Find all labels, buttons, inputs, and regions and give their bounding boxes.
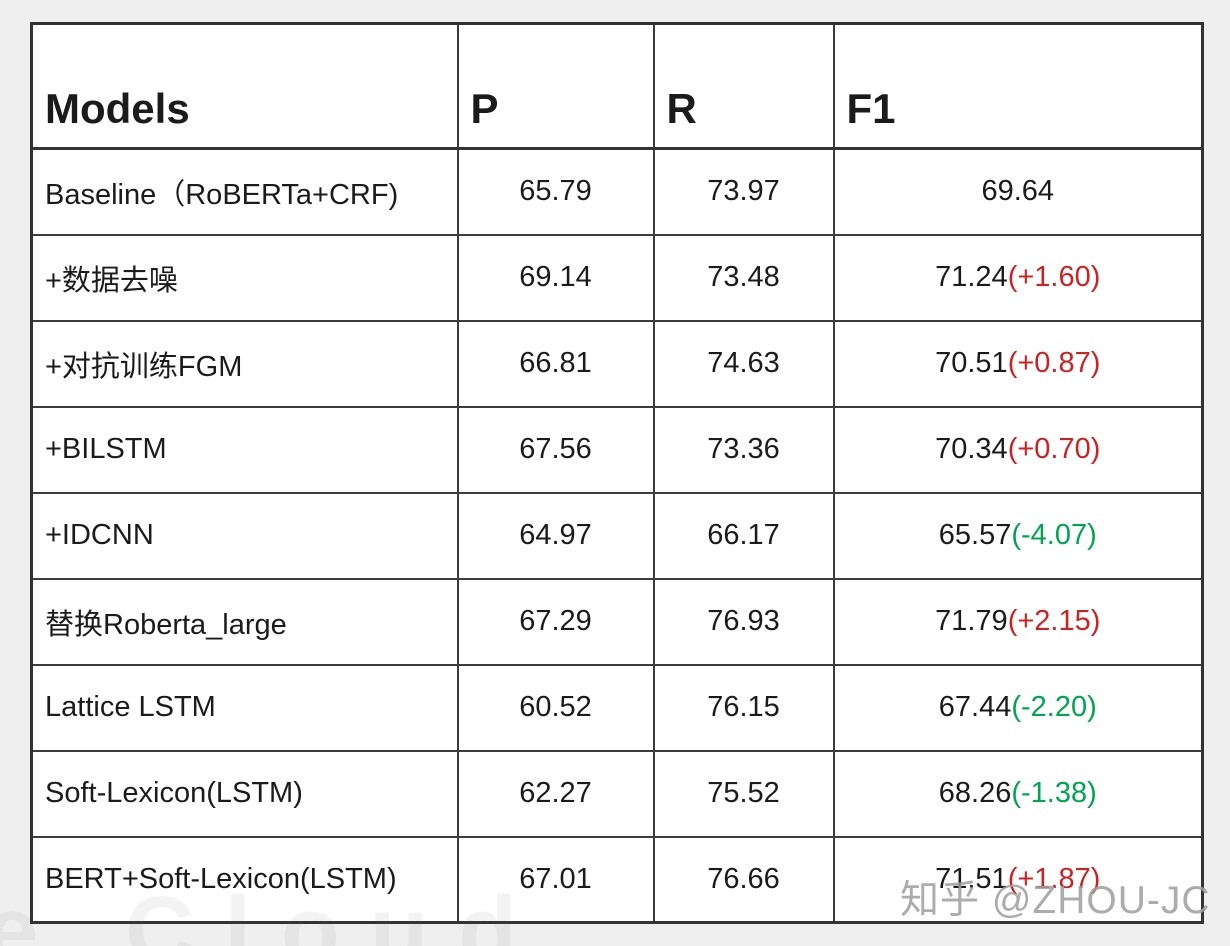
f1-cell: 71.24(+1.60) (832, 233, 1204, 322)
f1-value: 71.79 (935, 605, 1008, 637)
f1-value: 67.44 (938, 691, 1012, 723)
r-cell: 76.15 (652, 663, 835, 752)
f1-value: 68.26 (938, 777, 1012, 809)
table-row: +对抗训练FGM 66.81 74.63 70.51(+0.87) (30, 319, 1204, 408)
table-row: +IDCNN 64.97 66.17 65.57(-4.07) (30, 491, 1204, 580)
f1-delta: (+0.70) (1007, 433, 1101, 465)
model-cell: +数据去噪 (30, 233, 459, 322)
model-cell: 替换Roberta_large (30, 577, 459, 666)
model-cell: BERT+Soft-Lexicon(LSTM) (30, 835, 459, 924)
table-body: Baseline（RoBERTa+CRF) 65.79 73.97 69.64 … (30, 147, 1204, 924)
r-cell: 73.36 (652, 405, 835, 494)
f1-cell: 67.44(-2.20) (832, 663, 1204, 752)
f1-delta: (+1.60) (1007, 261, 1101, 293)
table-row: Baseline（RoBERTa+CRF) 65.79 73.97 69.64 (30, 147, 1204, 236)
f1-value: 71.24 (935, 261, 1008, 293)
f1-cell: 68.26(-1.38) (832, 749, 1204, 838)
model-cell: Baseline（RoBERTa+CRF) (30, 147, 459, 236)
p-cell: 65.79 (456, 147, 655, 236)
p-cell: 67.56 (456, 405, 655, 494)
table-row: +数据去噪 69.14 73.48 71.24(+1.60) (30, 233, 1204, 322)
header-r: R (652, 22, 835, 150)
f1-delta: (-2.20) (1011, 691, 1097, 723)
f1-value: 65.57 (938, 519, 1012, 551)
p-cell: 67.01 (456, 835, 655, 924)
model-cell: +对抗训练FGM (30, 319, 459, 408)
p-cell: 64.97 (456, 491, 655, 580)
p-cell: 67.29 (456, 577, 655, 666)
f1-cell: 71.51(+1.87) (832, 835, 1204, 924)
table-row: Lattice LSTM 60.52 76.15 67.44(-2.20) (30, 663, 1204, 752)
f1-delta: (+1.87) (1007, 862, 1101, 895)
r-cell: 66.17 (652, 491, 835, 580)
model-cell: +IDCNN (30, 491, 459, 580)
header-f1: F1 (832, 22, 1204, 150)
model-cell: Lattice LSTM (30, 663, 459, 752)
p-cell: 62.27 (456, 749, 655, 838)
p-cell: 60.52 (456, 663, 655, 752)
f1-cell: 69.64 (832, 147, 1204, 236)
f1-cell: 71.79(+2.15) (832, 577, 1204, 666)
table-row: BERT+Soft-Lexicon(LSTM) 67.01 76.66 71.5… (30, 835, 1204, 924)
f1-cell: 70.51(+0.87) (832, 319, 1204, 408)
r-cell: 74.63 (652, 319, 835, 408)
table-row: Soft-Lexicon(LSTM) 62.27 75.52 68.26(-1.… (30, 749, 1204, 838)
f1-cell: 65.57(-4.07) (832, 491, 1204, 580)
table-row: 替换Roberta_large 67.29 76.93 71.79(+2.15) (30, 577, 1204, 666)
header-p: P (456, 22, 655, 150)
f1-value: 70.51 (935, 347, 1008, 379)
header-row: Models P R F1 (30, 22, 1204, 150)
r-cell: 75.52 (652, 749, 835, 838)
f1-delta: (+0.87) (1007, 347, 1101, 379)
f1-delta: (+2.15) (1007, 605, 1101, 637)
r-cell: 76.66 (652, 835, 835, 924)
header-models: Models (30, 22, 459, 150)
results-table: Models P R F1 Baseline（RoBERTa+CRF) 65.7… (30, 22, 1204, 924)
f1-delta: (-4.07) (1011, 519, 1097, 551)
model-cell: Soft-Lexicon(LSTM) (30, 749, 459, 838)
f1-cell: 70.34(+0.70) (832, 405, 1204, 494)
f1-value: 70.34 (935, 433, 1008, 465)
p-cell: 66.81 (456, 319, 655, 408)
background-watermark: e Cloud (0, 877, 547, 946)
f1-delta: (-1.38) (1011, 777, 1097, 809)
f1-value: 69.64 (981, 175, 1055, 208)
f1-value: 71.51 (935, 862, 1008, 895)
table-row: +BILSTM 67.56 73.36 70.34(+0.70) (30, 405, 1204, 494)
r-cell: 73.48 (652, 233, 835, 322)
r-cell: 73.97 (652, 147, 835, 236)
r-cell: 76.93 (652, 577, 835, 666)
p-cell: 69.14 (456, 233, 655, 322)
model-cell: +BILSTM (30, 405, 459, 494)
zhihu-watermark: 知乎 @ZHOU-JC (900, 879, 1211, 922)
